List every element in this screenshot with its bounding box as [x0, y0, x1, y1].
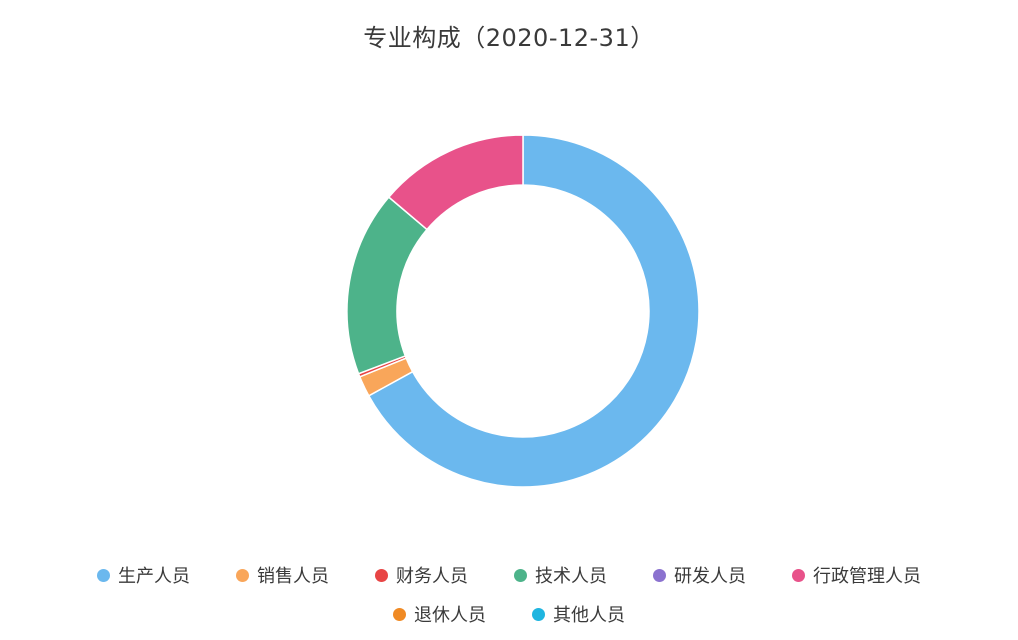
legend-dot-icon	[393, 607, 406, 621]
donut-slice-4[interactable]	[346, 196, 428, 375]
legend-label: 研发人员	[674, 566, 746, 587]
legend-label: 其他人员	[553, 605, 625, 626]
chart-title: 专业构成（2020-12-31）	[363, 24, 655, 52]
legend-label: 退休人员	[414, 605, 486, 626]
legend-label: 财务人员	[396, 566, 468, 587]
legend-dot-icon	[792, 568, 805, 582]
legend-item-6[interactable]: 行政管理人员	[792, 562, 921, 588]
legend-item-4[interactable]: 技术人员	[514, 562, 607, 588]
legend-label: 销售人员	[257, 566, 329, 587]
legend-item-1[interactable]: 生产人员	[97, 562, 190, 588]
legend-item-7[interactable]: 退休人员	[393, 601, 486, 627]
legend-item-3[interactable]: 财务人员	[375, 562, 468, 588]
legend-dot-icon	[97, 568, 110, 582]
legend-label: 技术人员	[535, 566, 607, 587]
donut-slice-6[interactable]	[387, 134, 524, 231]
legend-item-5[interactable]: 研发人员	[653, 562, 746, 588]
legend-item-8[interactable]: 其他人员	[532, 601, 625, 627]
legend-dot-icon	[532, 607, 545, 621]
legend-label: 行政管理人员	[813, 566, 921, 587]
donut-slice-1[interactable]	[367, 134, 700, 488]
legend-label: 生产人员	[118, 566, 190, 587]
legend-dot-icon	[236, 568, 249, 582]
legend-dot-icon	[653, 568, 666, 582]
legend-dot-icon	[514, 568, 527, 582]
donut-slices	[346, 134, 700, 488]
legend-dot-icon	[375, 568, 388, 582]
legend-item-2[interactable]: 销售人员	[236, 562, 329, 588]
